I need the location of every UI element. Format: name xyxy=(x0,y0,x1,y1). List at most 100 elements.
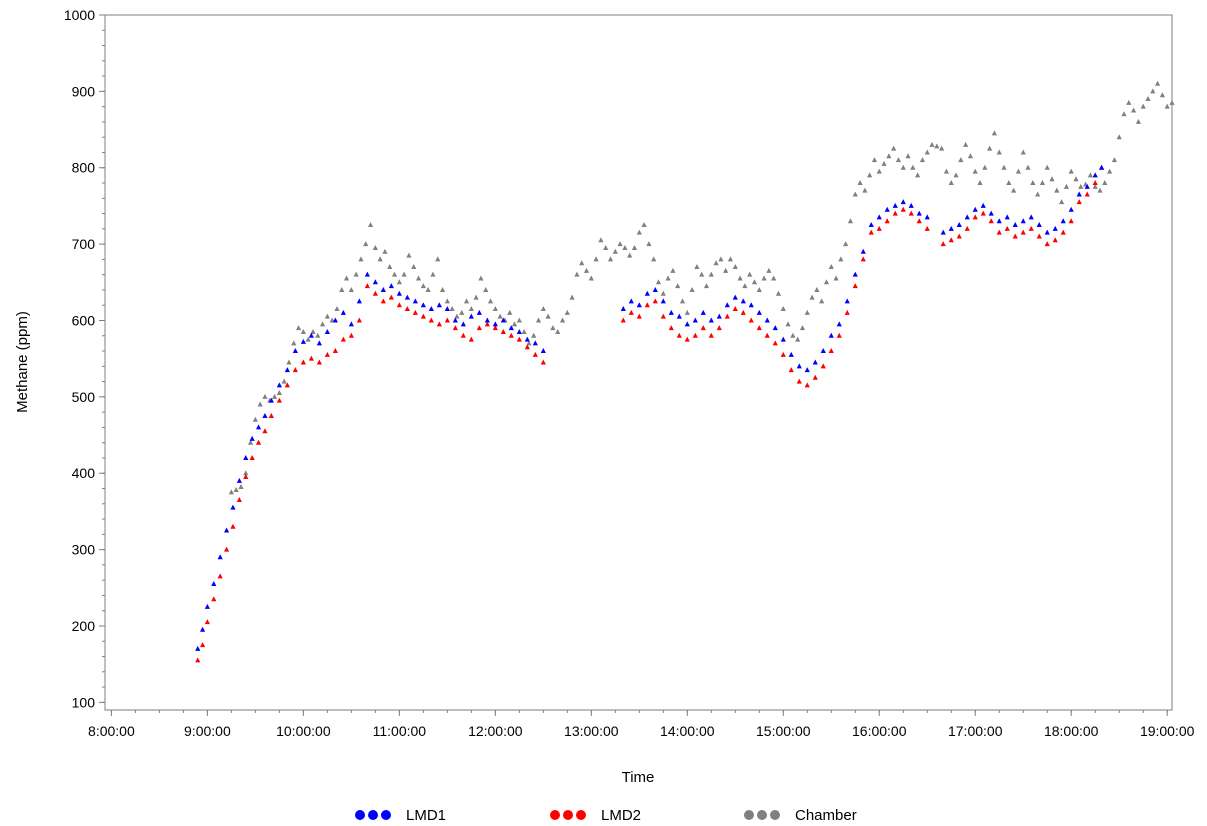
data-point xyxy=(636,313,642,319)
data-point xyxy=(356,317,362,323)
data-point xyxy=(843,241,849,247)
data-point xyxy=(892,202,898,208)
data-point xyxy=(411,264,417,270)
data-point xyxy=(540,306,546,312)
data-point xyxy=(555,328,561,334)
data-point xyxy=(1121,111,1127,117)
legend-marker xyxy=(744,810,754,820)
data-point xyxy=(300,338,306,344)
data-point xyxy=(644,302,650,308)
data-point xyxy=(545,313,551,319)
x-tick-label: 12:00:00 xyxy=(468,723,523,739)
data-point xyxy=(372,244,378,250)
data-point xyxy=(1020,218,1026,224)
data-point xyxy=(716,313,722,319)
data-point xyxy=(459,309,465,315)
data-point xyxy=(996,218,1002,224)
data-point xyxy=(257,401,263,407)
data-point xyxy=(436,321,442,327)
legend-label: LMD2 xyxy=(601,807,641,824)
series-layer xyxy=(195,80,1175,663)
data-point xyxy=(593,256,599,262)
data-point xyxy=(292,348,298,354)
data-point xyxy=(852,271,858,277)
data-point xyxy=(1035,191,1041,197)
data-point xyxy=(396,302,402,308)
data-point xyxy=(820,348,826,354)
data-point xyxy=(468,313,474,319)
data-point xyxy=(620,306,626,312)
data-point xyxy=(668,325,674,331)
data-point xyxy=(940,229,946,235)
data-point xyxy=(756,309,762,315)
data-point xyxy=(1028,225,1034,231)
data-point xyxy=(1052,225,1058,231)
data-point xyxy=(844,298,850,304)
data-point xyxy=(788,367,794,373)
data-point xyxy=(660,298,666,304)
data-point xyxy=(367,222,374,228)
data-point xyxy=(324,313,330,319)
legend-marker xyxy=(381,810,391,820)
data-point xyxy=(1169,99,1175,105)
data-point xyxy=(217,573,223,579)
data-point xyxy=(271,393,278,399)
data-point xyxy=(700,325,706,331)
data-point xyxy=(812,359,818,365)
x-axis-title: Time xyxy=(622,769,655,786)
data-point xyxy=(521,328,527,334)
data-point xyxy=(1092,172,1098,178)
data-point xyxy=(652,298,658,304)
data-point xyxy=(622,244,628,250)
data-point xyxy=(339,286,345,292)
data-point xyxy=(1044,164,1050,170)
data-point xyxy=(900,164,906,170)
legend-marker xyxy=(368,810,378,820)
data-point xyxy=(348,321,354,327)
data-point xyxy=(761,275,767,281)
data-point xyxy=(401,271,407,277)
data-point xyxy=(468,336,474,342)
data-point xyxy=(511,321,518,327)
data-point xyxy=(795,336,801,342)
data-point xyxy=(732,294,738,300)
data-point xyxy=(972,168,978,174)
data-point xyxy=(1060,229,1066,235)
data-point xyxy=(211,596,217,602)
data-point xyxy=(236,477,242,483)
data-point xyxy=(1030,180,1036,186)
legend-marker xyxy=(757,810,767,820)
data-point xyxy=(268,412,274,418)
data-point xyxy=(217,554,223,560)
data-point xyxy=(460,332,466,338)
data-point xyxy=(444,298,450,304)
data-point xyxy=(804,367,810,373)
x-tick-label: 8:00:00 xyxy=(88,723,135,739)
data-point xyxy=(388,294,394,300)
data-point xyxy=(243,454,249,460)
data-point xyxy=(236,496,242,502)
legend-item-lmd2: LMD2 xyxy=(550,807,641,824)
data-point xyxy=(550,325,556,331)
data-point xyxy=(819,298,825,304)
data-point xyxy=(295,325,302,331)
data-point xyxy=(900,199,906,205)
data-point xyxy=(1164,103,1170,109)
y-tick-label: 700 xyxy=(72,236,96,252)
data-point xyxy=(814,286,820,292)
y-tick-label: 300 xyxy=(72,542,96,558)
data-point xyxy=(924,149,930,155)
data-point xyxy=(756,286,762,292)
data-point xyxy=(195,645,201,651)
data-point xyxy=(636,229,642,235)
data-point xyxy=(684,309,690,315)
data-point xyxy=(1054,187,1060,193)
data-point xyxy=(987,145,993,151)
y-tick-label: 900 xyxy=(72,83,96,99)
data-point xyxy=(732,264,738,270)
data-point xyxy=(820,363,826,369)
data-point xyxy=(612,248,618,254)
data-point xyxy=(579,260,585,266)
data-point xyxy=(1049,176,1055,182)
